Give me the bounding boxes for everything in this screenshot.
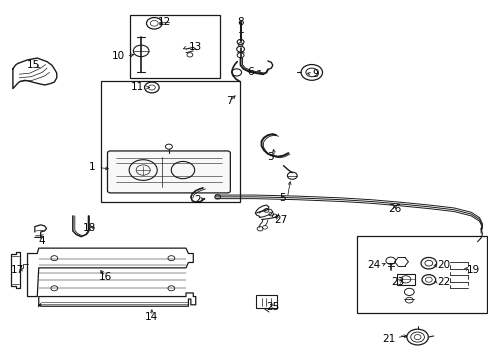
- Text: 4: 4: [39, 236, 45, 246]
- Text: 26: 26: [387, 204, 401, 215]
- Text: 27: 27: [274, 215, 287, 225]
- Text: 16: 16: [99, 272, 112, 282]
- Text: 15: 15: [26, 60, 40, 70]
- FancyBboxPatch shape: [107, 151, 230, 193]
- Text: 7: 7: [226, 96, 233, 106]
- Text: 19: 19: [466, 265, 479, 275]
- Text: 24: 24: [366, 260, 379, 270]
- Text: 12: 12: [158, 17, 171, 27]
- Text: 3: 3: [266, 152, 273, 162]
- Text: 17: 17: [11, 265, 24, 275]
- Text: 10: 10: [112, 51, 125, 61]
- Text: 5: 5: [279, 193, 285, 203]
- Text: 9: 9: [312, 69, 319, 79]
- Bar: [130, 15, 220, 78]
- Bar: [356, 235, 487, 314]
- Text: 18: 18: [82, 224, 96, 233]
- Bar: [101, 81, 239, 202]
- Text: 25: 25: [265, 302, 279, 312]
- Text: 14: 14: [145, 312, 158, 322]
- Text: 6: 6: [247, 67, 254, 77]
- Text: 23: 23: [391, 277, 404, 287]
- Text: 13: 13: [188, 42, 201, 52]
- Text: 22: 22: [436, 277, 449, 287]
- Bar: [396, 274, 414, 285]
- Bar: [255, 295, 277, 309]
- Text: 21: 21: [382, 333, 395, 343]
- Text: 20: 20: [436, 260, 449, 270]
- Text: 8: 8: [237, 17, 244, 27]
- Text: 11: 11: [131, 82, 144, 93]
- Text: 2: 2: [194, 195, 200, 205]
- Text: 1: 1: [89, 162, 96, 172]
